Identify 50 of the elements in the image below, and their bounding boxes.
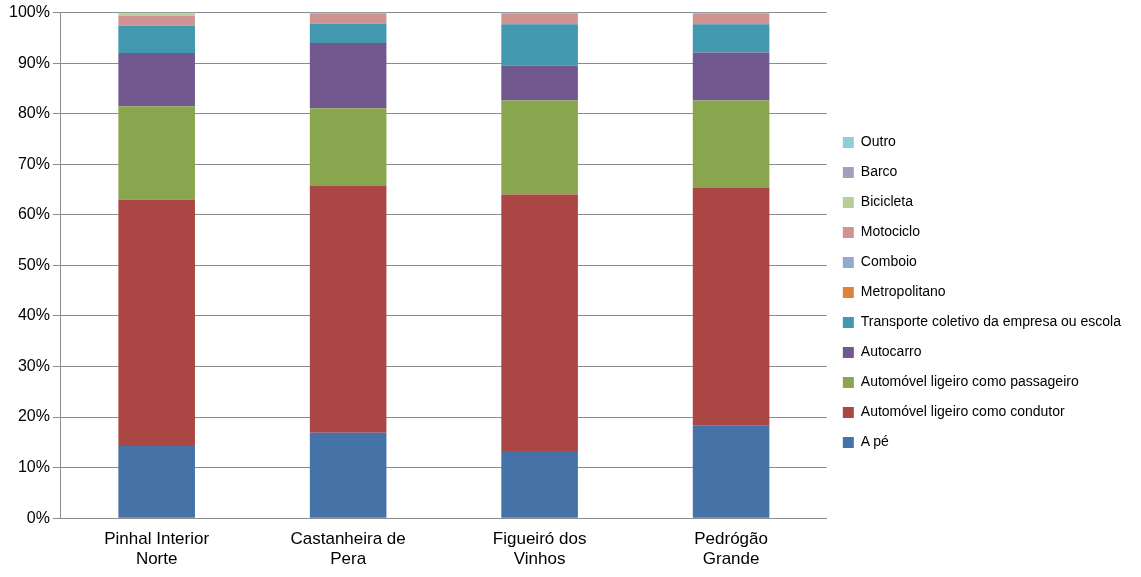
legend-label: Comboio bbox=[860, 253, 918, 270]
y-tick-label: 80% bbox=[17, 104, 50, 122]
legend-label: Barco bbox=[860, 163, 898, 180]
legend-label: Bicicleta bbox=[860, 193, 914, 210]
legend-label: Automóvel ligeiro como condutor bbox=[860, 403, 1066, 420]
bar bbox=[692, 100, 770, 189]
y-tick-label: 70% bbox=[17, 154, 50, 172]
x-tick-label: Castanheira de Pera bbox=[290, 529, 406, 569]
y-tick-label: 40% bbox=[17, 306, 50, 324]
y-tick-label: 20% bbox=[17, 407, 50, 425]
bar bbox=[309, 14, 387, 24]
bar bbox=[501, 450, 578, 518]
legend-label: Outro bbox=[860, 133, 897, 150]
x-tick-label: Pinhal Interior Norte bbox=[104, 529, 210, 569]
bar bbox=[501, 194, 578, 451]
bar bbox=[118, 445, 195, 518]
bar bbox=[692, 14, 770, 25]
legend-label: Transporte coletivo da empresa ou escola bbox=[860, 313, 1122, 330]
bar bbox=[309, 432, 387, 518]
bar bbox=[309, 185, 387, 433]
legend-label: Metropolitano bbox=[860, 283, 946, 300]
bar bbox=[692, 24, 770, 53]
x-tick-label: Pedrógão Grande bbox=[694, 529, 768, 569]
legend-label: Motociclo bbox=[860, 223, 921, 240]
bar bbox=[309, 108, 387, 186]
bar bbox=[501, 100, 578, 195]
y-tick-label: 50% bbox=[17, 255, 50, 273]
bar bbox=[309, 42, 387, 109]
y-tick-label: 10% bbox=[17, 458, 50, 476]
legend-label: Autocarro bbox=[860, 343, 922, 360]
bar bbox=[501, 65, 578, 101]
bar bbox=[118, 15, 195, 26]
bar bbox=[118, 199, 195, 446]
y-tick-label: 60% bbox=[17, 205, 50, 223]
bar bbox=[692, 188, 770, 426]
y-tick-label: 100% bbox=[9, 3, 50, 21]
bar bbox=[118, 25, 195, 54]
bar bbox=[118, 106, 195, 200]
x-tick-label: Figueiró dos Vinhos bbox=[492, 529, 587, 569]
bar bbox=[309, 23, 387, 43]
bar bbox=[118, 53, 195, 107]
y-tick-label: 90% bbox=[17, 53, 50, 71]
y-tick-label: 0% bbox=[26, 508, 50, 526]
bar bbox=[501, 24, 578, 66]
bar bbox=[692, 52, 770, 101]
legend-label: Automóvel ligeiro como passageiro bbox=[860, 373, 1079, 390]
bar bbox=[692, 425, 770, 518]
legend-label: A pé bbox=[860, 433, 890, 450]
y-tick-label: 30% bbox=[17, 356, 50, 374]
bar bbox=[501, 14, 578, 25]
